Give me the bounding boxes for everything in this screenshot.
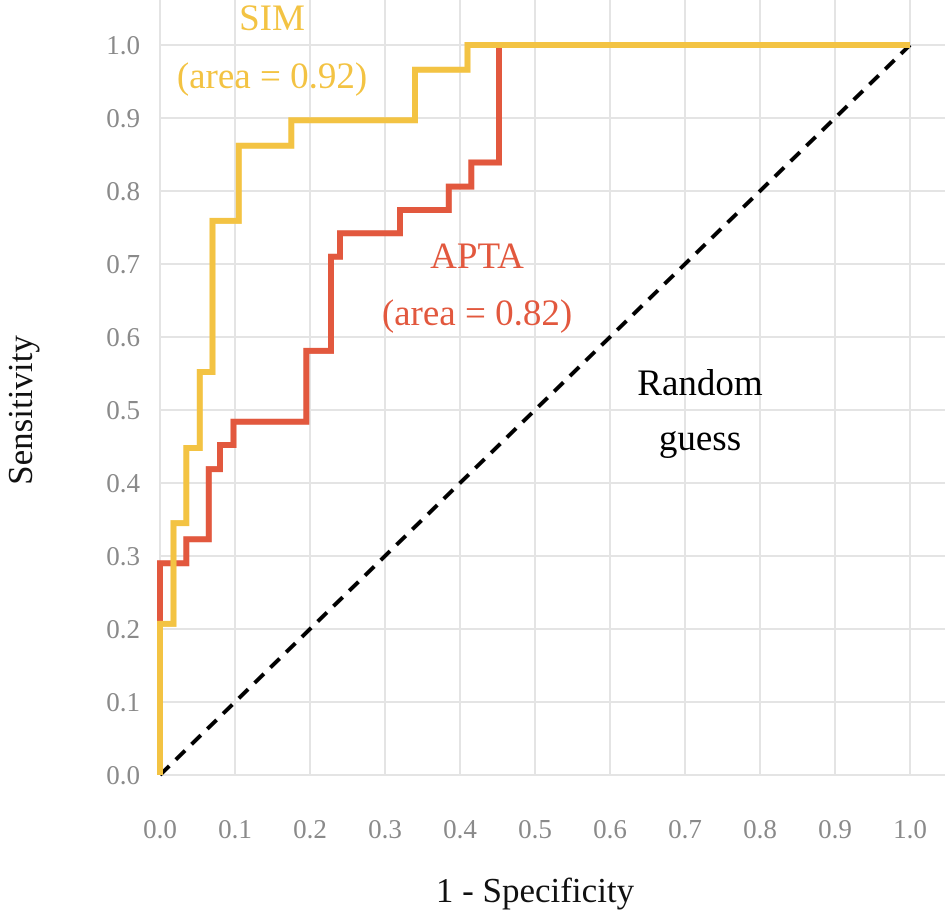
x-tick-label: 0.1 xyxy=(218,814,252,844)
x-tick-label: 0.9 xyxy=(818,814,852,844)
sim-area-label: (area = 0.92) xyxy=(177,56,367,97)
x-axis-ticks: 0.0 0.1 0.2 0.3 0.4 0.5 0.6 0.7 0.8 0.9 1.0 xyxy=(143,814,927,844)
y-tick-label: 0.2 xyxy=(106,614,140,644)
x-axis-title: 1 - Specificity xyxy=(436,871,635,910)
random-label: Random xyxy=(637,363,763,404)
y-axis-ticks: 0.0 0.1 0.2 0.3 0.4 0.5 0.6 0.7 0.8 0.9 1.0 xyxy=(106,30,140,790)
x-tick-label: 0.6 xyxy=(593,814,627,844)
y-tick-label: 0.5 xyxy=(106,395,140,425)
y-tick-label: 0.6 xyxy=(106,322,140,352)
y-tick-label: 0.7 xyxy=(106,249,140,279)
y-tick-label: 1.0 xyxy=(106,30,140,60)
y-tick-label: 0.3 xyxy=(106,541,140,571)
y-tick-label: 0.1 xyxy=(106,687,140,717)
apta-label: APTA xyxy=(430,236,524,277)
y-tick-label: 0.9 xyxy=(106,103,140,133)
x-tick-label: 0.0 xyxy=(143,814,177,844)
guess-label: guess xyxy=(659,418,741,459)
x-tick-label: 0.7 xyxy=(668,814,702,844)
y-axis-title: Sensitivity xyxy=(1,335,40,485)
y-tick-label: 0.8 xyxy=(106,176,140,206)
x-tick-label: 1.0 xyxy=(893,814,927,844)
x-tick-label: 0.8 xyxy=(743,814,777,844)
x-tick-label: 0.3 xyxy=(368,814,402,844)
y-tick-label: 0.4 xyxy=(106,468,140,498)
x-tick-label: 0.4 xyxy=(443,814,477,844)
x-tick-label: 0.5 xyxy=(518,814,552,844)
x-tick-label: 0.2 xyxy=(293,814,327,844)
y-tick-label: 0.0 xyxy=(106,760,140,790)
apta-series-line xyxy=(157,45,502,622)
apta-area-label: (area = 0.82) xyxy=(382,293,572,334)
sim-series-line xyxy=(157,42,910,775)
sim-label: SIM xyxy=(239,0,305,39)
series xyxy=(157,42,912,777)
